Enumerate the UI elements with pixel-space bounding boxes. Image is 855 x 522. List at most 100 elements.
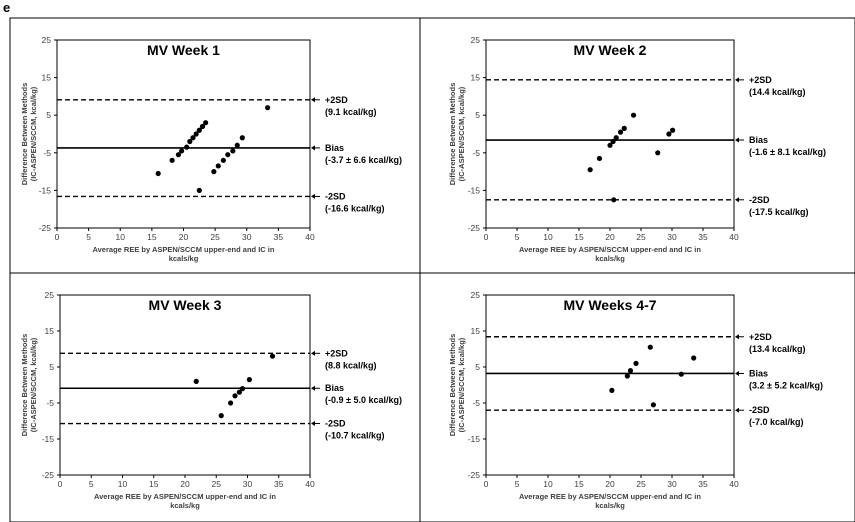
x-tick-label: 10 [116,232,126,242]
x-tick-label: 25 [210,232,220,242]
data-point [220,157,226,163]
data-point [193,378,199,384]
x-tick-label: 30 [667,479,677,489]
data-point [193,131,199,137]
arrow-head-icon [311,421,315,427]
x-tick-label: 20 [605,232,615,242]
data-point [610,138,616,145]
x-tick-label: 20 [605,479,615,489]
limit-value: (8.8 kcal/kg) [325,360,377,370]
arrow-head-icon [735,77,739,83]
y-tick-label: -15 [42,434,55,444]
x-tick-label: 10 [543,232,553,242]
data-point [196,187,202,193]
arrow-head-icon [735,407,739,413]
limit-value: (-10.7 kcal/kg) [325,431,385,441]
limit-value: (9.1 kcal/kg) [325,107,377,117]
data-point [617,129,624,135]
x-tick-label: 35 [274,479,284,489]
data-point [627,368,634,374]
data-point [624,373,630,379]
data-point [184,144,190,150]
data-point [678,371,684,377]
y-tick-label: -25 [468,470,481,480]
arrow-head-icon [735,137,739,143]
x-tick-label: 15 [574,232,584,242]
y-tick-label: 15 [471,326,481,336]
x-tick-label: 5 [515,232,520,242]
y-tick-label: -25 [39,223,52,233]
y-tick-label: -5 [472,148,480,158]
data-point [239,386,246,392]
data-point [215,163,221,169]
plot-area [59,294,311,476]
data-point [265,105,271,111]
arrow-head-icon [311,350,315,356]
bias-label: Bias [325,143,344,153]
limit-label: +2SD [749,75,772,85]
x-axis-label: kcals/kg [170,501,200,510]
x-tick-label: 0 [55,232,60,242]
y-tick-label: -25 [42,470,55,480]
data-point [611,197,617,203]
y-tick-label: 5 [475,362,480,372]
x-tick-label: 35 [698,232,708,242]
chart-panel-4: 25 15 5 -5 -15 -250 5 10 15 20 25 30 35 40 MV Weeks 4-… [448,290,823,510]
y-tick-label: 25 [45,290,55,300]
bias-value: (-1.6 ± 8.1 kcal/kg) [749,147,826,157]
plot-area [56,39,311,229]
plot-area [485,294,735,476]
y-tick-label: 5 [46,110,51,120]
x-tick-label: 25 [636,479,646,489]
data-point [228,400,234,406]
arrow-head-icon [311,193,315,199]
limit-label: -2SD [749,405,770,415]
chart-title: MV Week 2 [574,42,647,58]
data-point [232,393,238,399]
x-axis-label: kcals/kg [169,254,199,263]
x-axis-label: Average REE by ASPEN/SCCM upper-end and … [519,245,701,254]
data-point [246,377,252,383]
limit-value: (14.4 kcal/kg) [749,87,806,97]
x-tick-label: 15 [147,232,157,242]
x-tick-label: 25 [636,232,646,242]
data-point [211,169,217,175]
arrow-head-icon [311,97,315,103]
data-point [234,142,240,148]
y-tick-label: 25 [42,35,52,45]
data-point [175,152,182,158]
limit-label: +2SD [749,332,772,342]
chart-title: MV Weeks 4-7 [563,297,656,313]
data-point [655,150,661,156]
y-tick-label: 25 [471,35,481,45]
bias-label: Bias [749,135,768,145]
y-tick-label: -5 [43,148,51,158]
limit-label: -2SD [749,195,770,205]
x-tick-label: 0 [484,479,489,489]
x-tick-label: 5 [515,479,520,489]
y-tick-label: -5 [46,398,54,408]
x-axis-label: Average REE by ASPEN/SCCM upper-end and … [519,492,701,501]
data-point [218,413,224,419]
chart-panel-1: 25 15 5 -5 -15 -250 5 10 15 20 25 30 35 40 MV Week 1 Av… [20,35,402,263]
bias-value: (3.2 ± 5.2 kcal/kg) [749,380,823,390]
y-tick-label: 15 [471,73,481,83]
y-axis-label: Difference Between Methods [20,83,29,186]
data-point [230,148,236,154]
data-point [587,167,593,173]
limit-value: (-16.6 kcal/kg) [325,203,385,213]
data-point [609,387,615,393]
x-tick-label: 30 [667,232,677,242]
x-tick-label: 5 [89,479,94,489]
data-point [196,127,202,133]
y-tick-label: -15 [468,185,481,195]
panel-frame [419,272,855,522]
data-point [236,389,242,395]
limit-label: -2SD [325,419,346,429]
x-tick-label: 20 [179,232,189,242]
x-tick-label: 40 [305,232,315,242]
x-axis-label: Average REE by ASPEN/SCCM upper-end and … [94,492,276,501]
data-point [633,360,639,366]
arrow-head-icon [311,385,315,391]
y-axis-label: Difference Between Methods [20,334,29,437]
